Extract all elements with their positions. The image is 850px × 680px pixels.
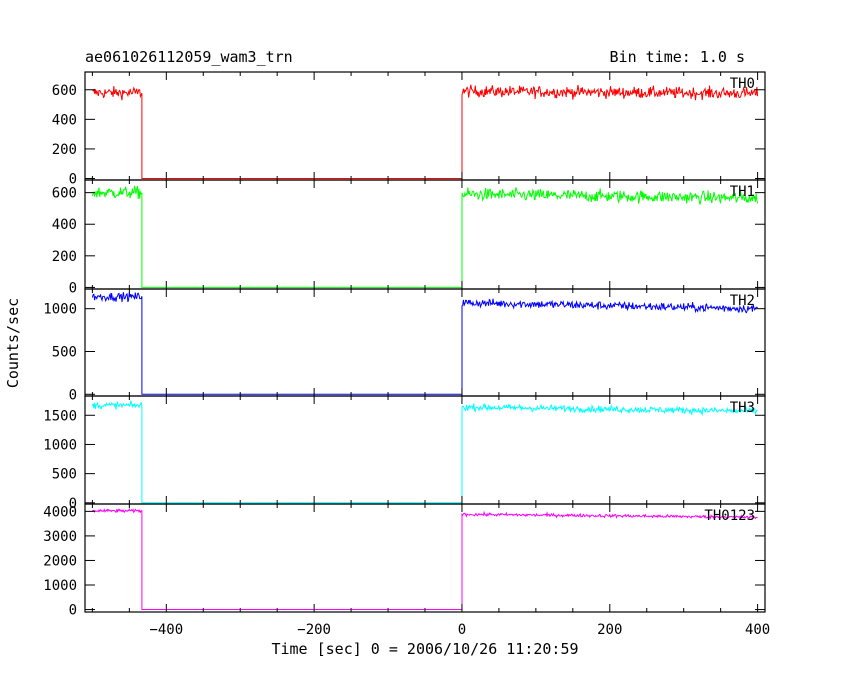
x-tick-label: 400	[745, 622, 770, 638]
y-tick-label: 600	[52, 186, 77, 202]
panel-frame-5	[84, 503, 766, 613]
y-tick-label: 400	[52, 217, 77, 233]
panel-label-th2: TH2	[730, 293, 755, 309]
y-tick-label: 0	[69, 172, 77, 188]
x-tick-label: −200	[297, 622, 331, 638]
series-line-th0123	[92, 508, 758, 610]
y-tick-label: 2000	[43, 553, 77, 569]
y-tick-label: 0	[69, 496, 77, 512]
y-tick-label: 3000	[43, 529, 77, 545]
panel-frame-1	[84, 71, 766, 181]
y-tick-label: 1000	[43, 578, 77, 594]
panel-label-th0: TH0	[730, 76, 755, 92]
chart-title: ae061026112059_wam3_trn	[85, 48, 293, 66]
series-line-th1	[91, 185, 759, 288]
y-axis-label: Counts/sec	[4, 298, 22, 388]
panel-frame-4	[84, 395, 766, 505]
series-line-th0	[92, 84, 759, 179]
y-tick-label: 1000	[43, 437, 77, 453]
panel-label-th1: TH1	[730, 184, 755, 200]
y-tick-label: 1000	[43, 302, 77, 318]
y-tick-label: 0	[69, 603, 77, 619]
y-tick-label: 0	[69, 280, 77, 296]
panel-label-th3: TH3	[730, 400, 755, 416]
y-tick-label: 0	[69, 387, 77, 403]
y-tick-label: 500	[52, 344, 77, 360]
series-line-th3	[91, 400, 758, 504]
y-tick-label: 200	[52, 142, 77, 158]
y-tick-label: 400	[52, 112, 77, 128]
bin-time-label: Bin time: 1.0 s	[610, 48, 745, 66]
y-tick-label: 4000	[43, 504, 77, 520]
y-tick-label: 500	[52, 467, 77, 483]
x-tick-label: −400	[149, 622, 183, 638]
y-tick-label: 200	[52, 249, 77, 265]
x-tick-label: 200	[597, 622, 622, 638]
panel-label-th0123: TH0123	[704, 508, 755, 524]
x-axis-label: Time [sec] 0 = 2006/10/26 11:20:59	[271, 640, 578, 658]
x-tick-label: 0	[458, 622, 466, 638]
series-line-th2	[91, 292, 758, 395]
y-tick-label: 1500	[43, 408, 77, 424]
y-tick-label: 600	[52, 83, 77, 99]
